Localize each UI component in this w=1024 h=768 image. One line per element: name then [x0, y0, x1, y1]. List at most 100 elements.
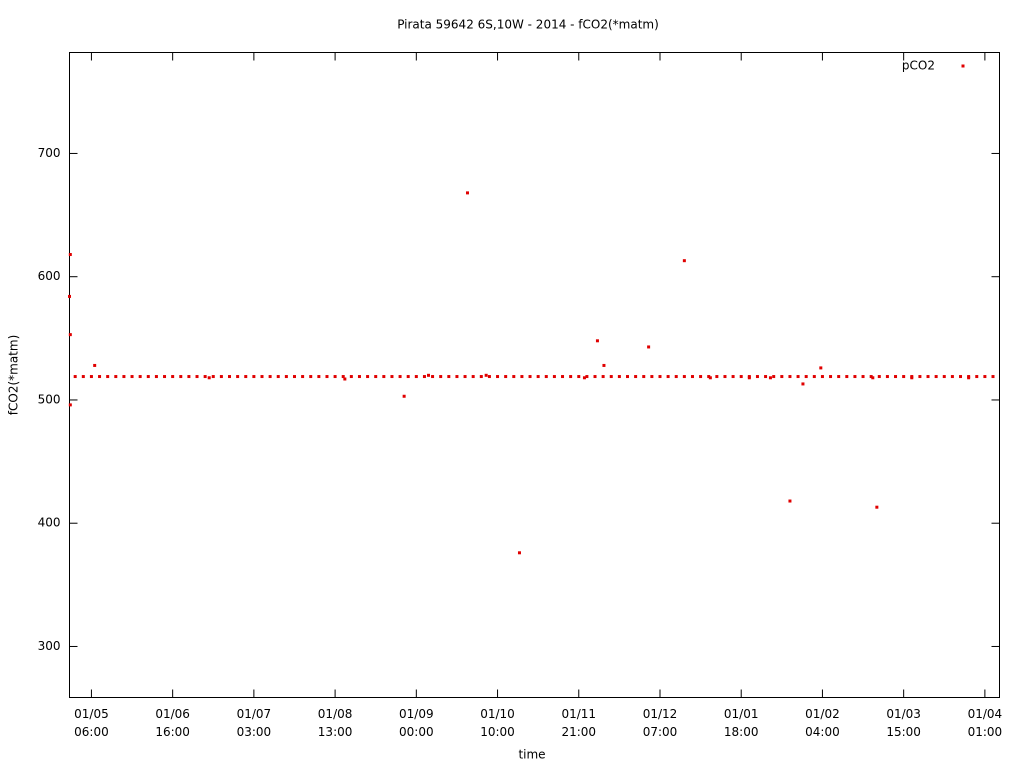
point — [81, 375, 85, 379]
point — [875, 505, 879, 509]
point — [650, 375, 654, 379]
x-tick-label: 01/11 — [561, 707, 596, 721]
point — [146, 375, 150, 379]
point — [707, 375, 711, 379]
point — [187, 375, 191, 379]
point — [496, 375, 500, 379]
x-tick-label: 01/12 — [643, 707, 678, 721]
point — [439, 375, 443, 379]
point — [154, 375, 158, 379]
x-tick-label: 01/04 — [968, 707, 1003, 721]
point — [68, 333, 72, 337]
x-tick-label: 03:00 — [237, 725, 272, 739]
point — [593, 375, 597, 379]
point — [447, 375, 451, 379]
point — [801, 382, 805, 386]
point — [68, 403, 72, 407]
point — [203, 375, 207, 379]
point — [796, 375, 800, 379]
point — [617, 375, 621, 379]
point — [845, 375, 849, 379]
point — [950, 375, 954, 379]
plot-frame — [69, 52, 1000, 698]
point — [244, 375, 248, 379]
point — [431, 375, 435, 379]
point — [582, 376, 586, 380]
point — [487, 375, 491, 379]
point — [512, 375, 516, 379]
y-tick-label: 700 — [38, 146, 61, 160]
point — [130, 375, 134, 379]
x-tick-label: 01:00 — [968, 725, 1003, 739]
point — [902, 375, 906, 379]
x-tick-label: 01/02 — [805, 707, 840, 721]
y-tick-label: 300 — [38, 639, 61, 653]
point — [585, 375, 589, 379]
point — [68, 294, 71, 298]
point — [918, 375, 922, 379]
point — [195, 375, 199, 379]
point — [414, 375, 418, 379]
x-tick-label: 07:00 — [643, 725, 678, 739]
chart-title: Pirata 59642 6S,10W - 2014 - fCO2(*matm) — [397, 18, 659, 32]
point — [812, 375, 816, 379]
x-tick-label: 01/08 — [318, 707, 353, 721]
point — [528, 375, 532, 379]
point — [163, 375, 167, 379]
point — [544, 375, 548, 379]
point — [268, 375, 272, 379]
x-tick-label: 13:00 — [318, 725, 353, 739]
point — [333, 375, 337, 379]
point — [959, 375, 963, 379]
point — [504, 375, 508, 379]
legend-marker — [961, 64, 965, 68]
point — [699, 375, 703, 379]
y-tick-label: 400 — [38, 516, 61, 530]
x-tick-label: 00:00 — [399, 725, 434, 739]
point — [406, 375, 410, 379]
point — [138, 375, 142, 379]
point — [715, 375, 719, 379]
point — [471, 375, 475, 379]
x-tick-label: 21:00 — [561, 725, 596, 739]
point — [975, 375, 979, 379]
point — [517, 551, 521, 555]
point — [382, 375, 386, 379]
x-tick-label: 01/05 — [74, 707, 109, 721]
x-tick-label: 01/09 — [399, 707, 434, 721]
point — [682, 375, 686, 379]
point — [739, 375, 743, 379]
x-tick-label: 01/10 — [480, 707, 515, 721]
point — [349, 375, 353, 379]
point — [325, 375, 329, 379]
point — [861, 375, 865, 379]
point — [804, 375, 808, 379]
point — [877, 375, 881, 379]
point — [894, 375, 898, 379]
point — [301, 375, 305, 379]
x-axis-label: time — [518, 748, 545, 762]
point — [569, 375, 573, 379]
x-tick-label: 01/06 — [155, 707, 190, 721]
point — [284, 375, 288, 379]
point — [780, 375, 784, 379]
point — [520, 375, 524, 379]
point — [647, 345, 651, 349]
x-tick-label: 01/01 — [724, 707, 759, 721]
point — [219, 375, 223, 379]
point — [455, 375, 459, 379]
point — [68, 253, 72, 257]
x-tick-label: 01/03 — [886, 707, 921, 721]
x-tick-label: 01/07 — [237, 707, 272, 721]
point — [98, 375, 102, 379]
point — [343, 377, 347, 381]
point — [171, 375, 175, 379]
point — [853, 375, 857, 379]
x-tick-label: 16:00 — [155, 725, 190, 739]
point — [236, 375, 240, 379]
point — [609, 375, 613, 379]
x-tick-label: 18:00 — [724, 725, 759, 739]
point — [89, 375, 93, 379]
